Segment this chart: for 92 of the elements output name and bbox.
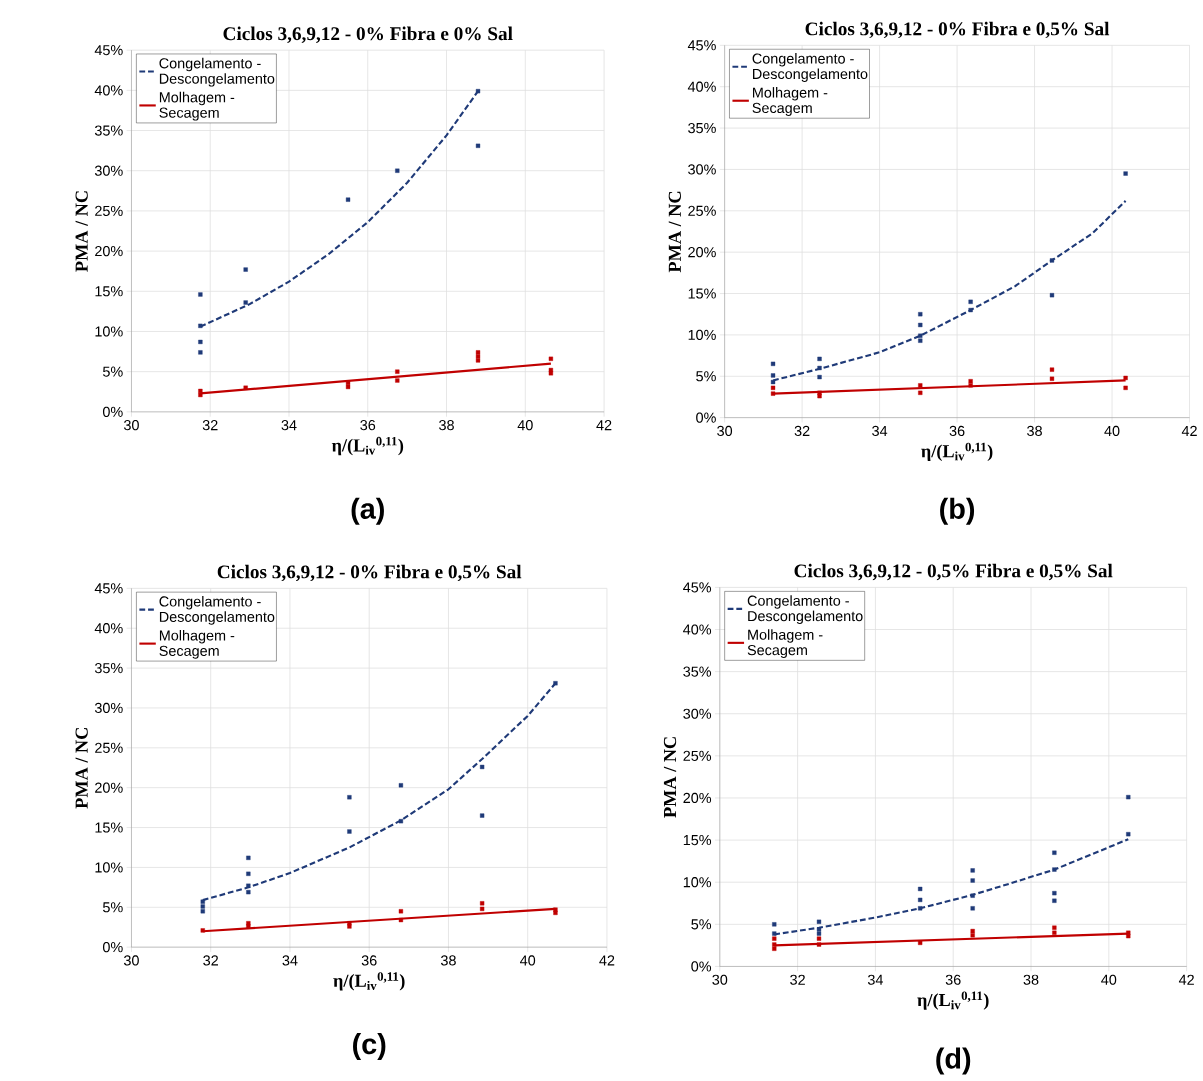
x-tick-label: 38: [1027, 425, 1042, 436]
x-tick-label: 36: [949, 425, 965, 436]
y-tick-label: 20%: [95, 782, 123, 793]
y-tick-label: 25%: [683, 750, 712, 761]
x-tick-label: 30: [123, 419, 139, 431]
y-tick-label: 15%: [95, 822, 123, 833]
y-tick-label: 25%: [688, 205, 716, 216]
chart-title: Ciclos 3,6,9,12 - 0% Fibra e 0% Sal: [223, 26, 513, 43]
legend-label: Congelamento - Descongelamento: [747, 595, 863, 624]
text: (b): [940, 497, 975, 525]
x-tick-label: 40: [520, 955, 536, 966]
y-tick-label: 20%: [95, 245, 123, 257]
x-tick-label: 30: [717, 425, 733, 436]
y-axis-title: PMA / NC: [663, 737, 677, 818]
text: (c): [353, 1032, 386, 1060]
y-tick-label: 5%: [696, 371, 716, 382]
y-tick-label: 35%: [688, 122, 716, 134]
chart-title: Ciclos 3,6,9,12 - 0,5% Fibra e 0,5% Sal: [794, 563, 1113, 581]
y-tick-label: 30%: [94, 165, 123, 176]
y-tick-label: 45%: [94, 45, 123, 56]
y-tick-label: 25%: [95, 742, 123, 753]
x-tick-label: 42: [599, 955, 615, 966]
y-axis-title: PMA / NC: [668, 191, 681, 273]
x-axis-title: η/(L$_{iv}$$^{0,11}$): [331, 436, 404, 456]
y-tick-label: 35%: [683, 666, 712, 677]
y-tick-label: 40%: [94, 623, 123, 634]
chart-title: Ciclos 3,6,9,12 - 0% Fibra e 0,5% Sal: [217, 564, 522, 582]
y-tick-label: 30%: [683, 708, 712, 719]
y-tick-label: 45%: [687, 40, 716, 51]
y-tick-label: 15%: [688, 288, 716, 299]
y-tick-label: 10%: [683, 877, 712, 888]
legend-label: Molhagem - Secagem: [159, 91, 235, 121]
x-tick-label: 42: [596, 419, 612, 431]
text: (a): [351, 497, 384, 525]
y-tick-label: 45%: [94, 583, 123, 594]
x-axis-title: η/(L$_{iv}$$^{0,11}$): [917, 991, 989, 1010]
text: (d): [936, 1047, 971, 1075]
x-tick-label: 32: [794, 425, 810, 436]
y-tick-label: 40%: [683, 624, 712, 635]
y-tick-label: 15%: [95, 286, 123, 297]
y-tick-label: 20%: [688, 246, 716, 258]
y-tick-label: 30%: [94, 702, 123, 713]
legend-label: Molhagem - Secagem: [159, 629, 235, 659]
legend-label: Congelamento - Descongelamento: [159, 57, 275, 87]
x-tick-label: 40: [1101, 974, 1117, 985]
y-tick-label: 0%: [102, 941, 123, 953]
x-tick-label: 36: [360, 419, 376, 431]
x-tick-label: 34: [281, 419, 297, 431]
y-axis-title: PMA / NC: [75, 727, 88, 809]
x-tick-label: 32: [203, 955, 218, 966]
y-tick-label: 10%: [95, 862, 123, 873]
x-tick-label: 38: [439, 419, 454, 431]
y-tick-label: 25%: [95, 205, 123, 216]
x-tick-label: 38: [440, 955, 456, 966]
y-axis-title: PMA / NC: [75, 191, 88, 272]
y-tick-label: 5%: [691, 919, 712, 930]
y-tick-label: 40%: [94, 85, 123, 96]
x-tick-label: 34: [282, 955, 298, 966]
y-tick-label: 20%: [683, 792, 712, 803]
x-tick-label: 34: [872, 425, 888, 436]
legend-label: Molhagem - Secagem: [752, 87, 828, 116]
legend-label: Congelamento - Descongelamento: [752, 53, 868, 82]
x-tick-label: 34: [867, 974, 883, 985]
x-tick-label: 36: [945, 974, 961, 985]
y-tick-label: 30%: [688, 164, 716, 175]
x-tick-label: 38: [1023, 974, 1039, 985]
y-tick-label: 15%: [683, 834, 712, 846]
legend-label: Congelamento - Descongelamento: [159, 595, 275, 625]
y-tick-label: 40%: [687, 81, 716, 92]
x-tick-label: 42: [1181, 425, 1197, 436]
x-axis-title: η/(L$_{iv}$$^{0,11}$): [921, 442, 993, 461]
y-tick-label: 0%: [696, 412, 716, 423]
x-tick-label: 36: [361, 955, 377, 966]
y-tick-label: 0%: [102, 406, 123, 417]
x-tick-label: 32: [202, 419, 218, 431]
x-tick-label: 40: [517, 419, 533, 431]
y-tick-label: 5%: [102, 902, 123, 913]
y-tick-label: 10%: [95, 326, 123, 337]
y-tick-label: 45%: [683, 582, 712, 593]
y-tick-label: 10%: [688, 329, 716, 340]
x-tick-label: 30: [123, 955, 139, 966]
x-tick-label: 32: [790, 974, 805, 985]
y-tick-label: 35%: [94, 662, 123, 674]
x-tick-label: 40: [1104, 425, 1120, 436]
x-tick-label: 30: [712, 974, 728, 985]
y-tick-label: 35%: [94, 125, 123, 136]
y-tick-label: 5%: [102, 366, 123, 377]
x-tick-label: 42: [1178, 974, 1194, 985]
chart-title: Ciclos 3,6,9,12 - 0% Fibra e 0,5% Sal: [805, 21, 1110, 39]
x-axis-title: η/(L$_{iv}$$^{0,11}$): [333, 972, 405, 991]
y-tick-label: 0%: [691, 961, 712, 972]
legend-label: Molhagem - Secagem: [747, 629, 823, 658]
